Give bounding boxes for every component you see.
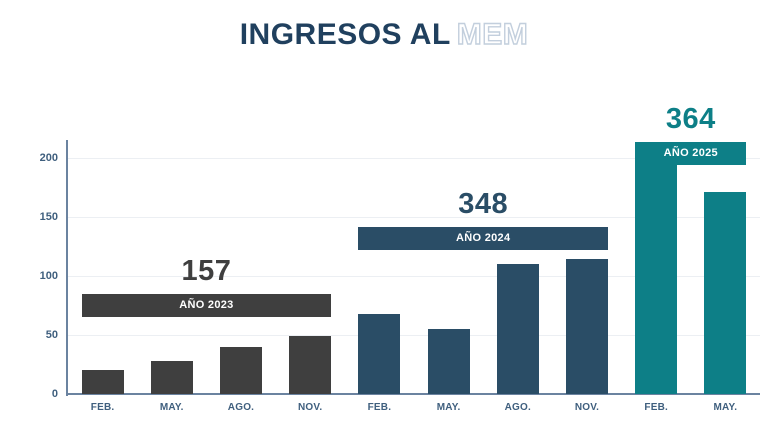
gridline — [68, 334, 760, 336]
x-axis-tick-label: MAY. — [159, 402, 184, 413]
year-group-total: 364 — [665, 103, 716, 135]
y-axis-tick-label: 100 — [39, 269, 58, 282]
x-axis-tick-label: AGO. — [227, 402, 255, 413]
gridline — [68, 157, 760, 159]
x-axis-tick-label: MAY. — [436, 402, 461, 413]
x-axis-tick-label: AGO. — [504, 402, 531, 413]
bar[interactable] — [566, 259, 608, 394]
gridline — [68, 275, 760, 277]
bar[interactable] — [81, 370, 124, 394]
bar[interactable] — [635, 162, 678, 394]
x-axis-tick-label: NOV. — [298, 402, 323, 413]
bar[interactable] — [496, 264, 539, 394]
y-axis-line — [66, 140, 68, 396]
x-axis-tick-labels: FEB. MAY. AGO. NOV. FEB. MAY. AGO. NOV. FEB. MAY. — [68, 402, 760, 422]
bar[interactable] — [358, 313, 401, 394]
bar[interactable] — [289, 336, 332, 394]
bar[interactable] — [704, 191, 747, 394]
year-group-banner: AÑO 2025 — [635, 142, 747, 165]
x-axis-tick-label: FEB. — [90, 402, 115, 413]
y-axis-tick-label: 200 — [39, 151, 58, 164]
y-axis-tick-labels: 0 50 100 150 200 — [0, 140, 768, 400]
year-group-banner: AÑO 2023 — [81, 294, 332, 317]
year-group-banner: AÑO 2024 — [358, 227, 608, 250]
y-axis-tick-label: 0 — [51, 388, 58, 400]
bar[interactable] — [150, 360, 193, 394]
x-axis-tick-label: FEB. — [644, 402, 668, 413]
y-axis-tick-label: 150 — [39, 210, 58, 223]
bar[interactable] — [427, 329, 470, 394]
title-text-outline: MEM — [456, 17, 529, 51]
year-group-total: 157 — [181, 255, 232, 287]
page-title: INGRESOS AL MEM — [0, 17, 768, 52]
x-axis-tick-label: MAY. — [713, 402, 738, 413]
gridlines — [68, 140, 760, 394]
x-axis-tick-label: FEB. — [367, 402, 392, 413]
year-group-total: 348 — [458, 188, 509, 220]
x-axis-tick-label: NOV. — [574, 402, 600, 413]
x-axis-line — [66, 393, 760, 395]
y-axis-tick-label: 50 — [45, 328, 58, 341]
gridline — [68, 216, 760, 218]
bar-series — [68, 140, 760, 394]
bar[interactable] — [220, 346, 262, 394]
title-text-solid: INGRESOS AL — [239, 18, 451, 51]
